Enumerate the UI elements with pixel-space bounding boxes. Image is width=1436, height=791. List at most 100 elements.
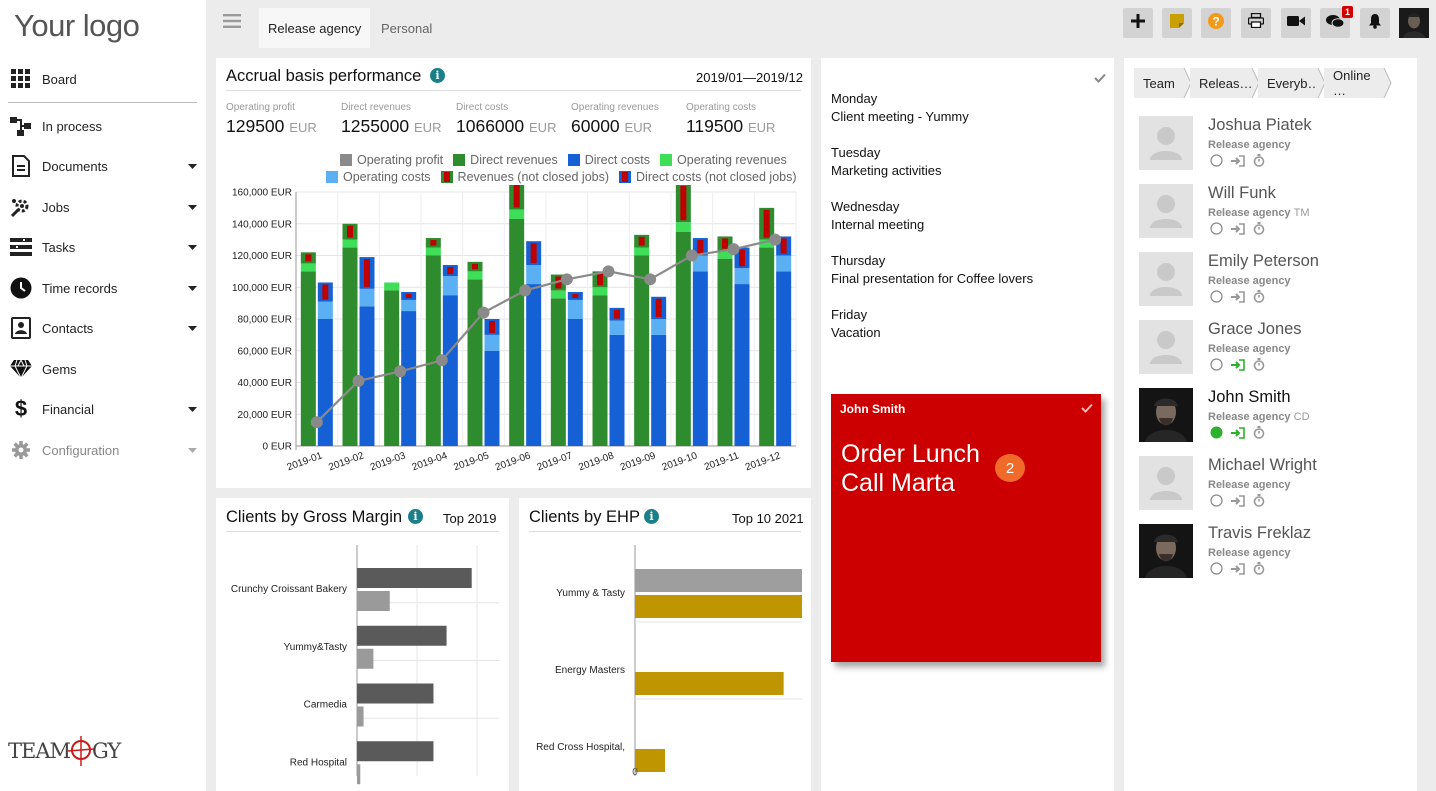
sidebar-item-in-process[interactable]: In process <box>0 108 206 144</box>
sidebar-item-configuration[interactable]: Configuration <box>0 432 206 468</box>
x-tick-label: 2019-05 <box>452 450 491 473</box>
sidebar-item-contacts[interactable]: Contacts <box>0 310 206 346</box>
sign-in-icon <box>1231 494 1245 512</box>
ehp-filter[interactable]: Top 10 2021 <box>732 511 804 526</box>
divider <box>226 531 499 532</box>
crumb-label: Team <box>1143 75 1175 91</box>
stopwatch-icon <box>1253 494 1265 512</box>
team-member[interactable]: Joshua Piatek Release agency <box>1139 116 1409 172</box>
team-member[interactable]: Grace Jones Release agency <box>1139 320 1409 376</box>
chat-icon <box>1326 14 1345 33</box>
crumb-item[interactable]: Team <box>1134 68 1192 98</box>
sticky-author: John Smith <box>840 402 906 416</box>
bar-revenues-not-closed-marker <box>597 273 603 286</box>
info-icon[interactable]: i <box>644 509 659 524</box>
kpi-operating-revenues: Operating revenues 60000 EUR <box>571 102 659 137</box>
sidebar-item-gems[interactable]: Gems <box>0 351 206 387</box>
team-member[interactable]: Will Funk Release agency TM <box>1139 184 1409 240</box>
y-tick-label: 40,000 EUR <box>238 378 292 389</box>
sidebar-item-financial[interactable]: $ Financial <box>0 391 206 427</box>
member-status-icons <box>1210 154 1265 172</box>
kpi-number: 1066000 <box>456 116 525 136</box>
status-circle-icon <box>1210 426 1223 444</box>
stopwatch-icon <box>1253 154 1265 172</box>
bar-direct-costs <box>317 319 333 446</box>
member-status-icons <box>1210 290 1265 308</box>
check-icon[interactable] <box>1094 70 1106 88</box>
day-event: Vacation <box>831 325 881 340</box>
info-icon[interactable]: i <box>408 509 423 524</box>
category-label: Red Cross Hospital, <box>536 742 625 753</box>
team-member[interactable]: John Smith Release agency CD <box>1139 388 1409 444</box>
sidebar-item-board[interactable]: Board <box>0 61 206 97</box>
avatar-placeholder-icon <box>1139 252 1193 306</box>
info-icon[interactable]: i <box>430 68 445 83</box>
crumb-item[interactable]: Releas… <box>1190 68 1260 98</box>
caret-down-icon <box>178 406 206 412</box>
gross-margin-filter[interactable]: Top 2019 <box>443 511 497 526</box>
bar-costs-not-closed-marker <box>655 298 662 317</box>
bar-revenues-not-closed-marker <box>305 254 312 262</box>
bar-direct-costs <box>692 271 708 446</box>
crumb-item[interactable]: Online … <box>1324 68 1392 98</box>
ehp-chart: Yummy & Tasty Energy Masters Red Cross Hos… <box>536 545 802 778</box>
sidebar-item-documents[interactable]: Documents <box>0 148 206 184</box>
sticky-note[interactable]: John Smith Order Lunch Call Marta 2 <box>831 394 1101 662</box>
notifications-button[interactable] <box>1360 8 1390 38</box>
category-label: Carmedia <box>304 700 348 711</box>
help-button[interactable]: ? <box>1201 8 1231 38</box>
team-member[interactable]: Emily Peterson Release agency <box>1139 252 1409 308</box>
legend-operating-costs: Operating costs <box>343 170 431 184</box>
bar-direct-revenues <box>467 279 483 446</box>
avatar-placeholder-icon <box>1139 320 1193 374</box>
member-org: Release agency TM <box>1208 207 1310 219</box>
video-button[interactable] <box>1281 8 1311 38</box>
app-logo[interactable]: Your logo <box>14 8 140 43</box>
bar-operating-revenues <box>300 263 316 272</box>
accrual-period[interactable]: 2019/01—2019/12 <box>696 70 803 85</box>
crumb-item[interactable]: Everyb… <box>1258 68 1326 98</box>
clock-icon <box>0 277 42 299</box>
member-org-name: Release agency <box>1208 275 1291 287</box>
bar-direct-revenues <box>342 247 358 446</box>
bar-direct-costs <box>609 334 625 446</box>
bar-costs-not-closed-marker <box>530 243 537 264</box>
grid-icon <box>0 69 42 89</box>
sidebar-item-label: Board <box>42 71 77 87</box>
video-icon <box>1287 14 1305 32</box>
bar-operating-costs <box>484 334 500 351</box>
teamogy-logo: TEAM GY <box>8 734 128 775</box>
sticky-line-1: Order Lunch <box>841 440 980 468</box>
tab-personal[interactable]: Personal <box>381 20 433 36</box>
sign-in-icon <box>1231 290 1245 308</box>
bar-costs-not-closed-marker <box>614 309 620 319</box>
user-avatar[interactable] <box>1399 8 1429 38</box>
day-name: Monday <box>831 91 878 106</box>
divider <box>529 531 801 532</box>
sidebar-item-jobs[interactable]: Jobs <box>0 189 206 225</box>
bar-operating-revenues <box>592 287 608 296</box>
status-circle-icon <box>1210 154 1223 172</box>
profit-point <box>352 374 365 387</box>
add-button[interactable] <box>1123 8 1153 38</box>
profit-point <box>727 243 740 256</box>
print-button[interactable] <box>1241 8 1271 38</box>
bar-operating-revenues <box>759 239 775 248</box>
sticky-note-button[interactable] <box>1162 8 1192 38</box>
tab-release-agency[interactable]: Release agency <box>259 8 371 48</box>
sidebar-item-label: In process <box>42 118 102 134</box>
team-member[interactable]: Michael Wright Release agency <box>1139 456 1409 512</box>
sidebar-item-tasks[interactable]: Tasks <box>0 229 206 265</box>
sidebar-item-time-records[interactable]: Time records <box>0 270 206 306</box>
kpi-value: 129500 EUR <box>226 116 317 137</box>
hamburger-menu-icon[interactable] <box>223 14 241 33</box>
bar <box>357 648 374 669</box>
chat-button[interactable]: 1 <box>1320 6 1353 38</box>
bar-costs-not-closed-marker <box>739 249 745 267</box>
avatar <box>1139 388 1193 442</box>
sidebar-item-label: Jobs <box>42 199 70 215</box>
check-icon[interactable] <box>1081 400 1093 418</box>
profit-point <box>685 249 698 262</box>
team-member[interactable]: Travis Freklaz Release agency <box>1139 524 1409 580</box>
bar <box>357 568 472 588</box>
